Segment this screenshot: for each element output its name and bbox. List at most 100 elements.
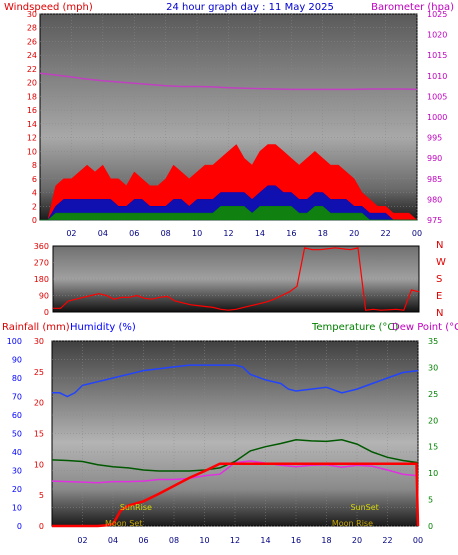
- temperature-tick-label: 15: [428, 443, 438, 452]
- barometer-tick-label: 995: [427, 134, 442, 143]
- hour-tick-label: 04: [98, 229, 108, 238]
- barometer-axis-label: Barometer (hpa): [371, 2, 454, 13]
- windspeed-tick-label: 2: [32, 202, 37, 211]
- hour-tick-label: 10: [199, 536, 209, 545]
- dewpoint-axis-label: Dew Point (°C): [392, 322, 458, 333]
- humidity-tick-label: 80: [12, 374, 22, 383]
- barometer-tick-label: 1025: [427, 10, 447, 19]
- windspeed-tick-label: 4: [32, 189, 37, 198]
- temperature-tick-label: 10: [428, 469, 438, 478]
- compass-label: N: [436, 240, 443, 251]
- windspeed-tick-label: 8: [32, 161, 37, 170]
- direction-tick-label: 180: [34, 275, 49, 284]
- hour-tick-label: 08: [161, 229, 171, 238]
- rainfall-axis-label: Rainfall (mm): [2, 322, 70, 333]
- hour-tick-label: 04: [108, 536, 118, 545]
- rainfall-tick-label: 25: [34, 368, 44, 377]
- hour-tick-label: 12: [230, 536, 240, 545]
- barometer-tick-label: 1010: [427, 72, 447, 81]
- graph-title: 24 hour graph day : 11 May 2025: [166, 2, 334, 13]
- hour-tick-label: 18: [321, 536, 331, 545]
- barometer-tick-label: 985: [427, 175, 442, 184]
- hour-tick-label: 16: [291, 536, 301, 545]
- barometer-line: [39, 72, 418, 91]
- hour-tick-label: 18: [318, 229, 328, 238]
- hour-tick-label: 06: [129, 229, 139, 238]
- hour-tick-label: 08: [169, 536, 179, 545]
- humidity-tick-label: 30: [12, 467, 22, 476]
- rainfall-tick-label: 20: [34, 399, 44, 408]
- humidity-line: [52, 364, 419, 398]
- barometer-tick-label: 1015: [427, 51, 447, 60]
- windspeed-tick-label: 6: [32, 175, 37, 184]
- rainfall-tick-label: 30: [34, 337, 44, 346]
- temperature-axis-label: Temperature (°C): [311, 322, 398, 333]
- windspeed-tick-label: 16: [27, 106, 37, 115]
- humidity-axis-label: Humidity (%): [70, 322, 136, 333]
- humidity-tick-label: 10: [12, 504, 22, 513]
- windspeed-tick-label: 10: [27, 147, 37, 156]
- hour-tick-label: 20: [349, 229, 359, 238]
- rainfall-tick-label: 5: [39, 491, 44, 500]
- windspeed-tick-label: 0: [32, 216, 37, 225]
- hour-tick-label: 00: [412, 229, 422, 238]
- humidity-tick-label: 0: [17, 522, 22, 531]
- windspeed-axis-label: Windspeed (mph): [4, 2, 93, 13]
- humidity-tick-label: 50: [12, 430, 22, 439]
- windspeed-tick-label: 30: [27, 10, 37, 19]
- hour-tick-label: 20: [352, 536, 362, 545]
- rainfall-tick-label: 15: [34, 430, 44, 439]
- humidity-tick-label: 40: [12, 448, 22, 457]
- hour-tick-label: 02: [66, 229, 76, 238]
- barometer-tick-label: 990: [427, 154, 442, 163]
- hour-tick-label: 16: [286, 229, 296, 238]
- moonset-label: Moon Set: [105, 519, 142, 528]
- direction-tick-label: 360: [34, 242, 49, 251]
- barometer-tick-label: 1005: [427, 92, 447, 101]
- hour-tick-label: 06: [138, 536, 148, 545]
- compass-label: W: [436, 257, 446, 268]
- hour-tick-label: 00: [413, 536, 423, 545]
- windspeed-tick-label: 26: [27, 37, 37, 46]
- direction-tick-label: 90: [39, 292, 49, 301]
- moonrise-label: Moon Rise: [332, 519, 373, 528]
- temperature-line: [51, 439, 419, 472]
- humidity-tick-label: 70: [12, 393, 22, 402]
- wind-direction-line: [53, 247, 420, 311]
- temperature-tick-label: 5: [428, 496, 433, 505]
- barometer-tick-label: 1020: [427, 31, 447, 40]
- wind-low-area: [40, 206, 417, 221]
- windspeed-tick-label: 14: [27, 120, 37, 129]
- compass-label: N: [436, 308, 443, 319]
- sunrise-label: SunRise: [120, 503, 152, 512]
- hour-tick-label: 22: [380, 229, 390, 238]
- hour-tick-label: 22: [382, 536, 392, 545]
- rainfall-tick-label: 0: [39, 522, 44, 531]
- barometer-tick-label: 980: [427, 195, 442, 204]
- windspeed-tick-label: 28: [27, 24, 37, 33]
- direction-tick-label: 0: [44, 308, 49, 317]
- windspeed-tick-label: 18: [27, 92, 37, 101]
- compass-label: E: [436, 291, 442, 302]
- rainfall-tick-label: 10: [34, 460, 44, 469]
- humidity-tick-label: 90: [12, 356, 22, 365]
- temperature-tick-label: 25: [428, 390, 438, 399]
- barometer-tick-label: 975: [427, 216, 442, 225]
- windspeed-tick-label: 24: [27, 51, 37, 60]
- temperature-tick-label: 0: [428, 522, 433, 531]
- windspeed-tick-label: 20: [27, 79, 37, 88]
- hour-tick-label: 02: [77, 536, 87, 545]
- humidity-tick-label: 20: [12, 485, 22, 494]
- hour-tick-label: 10: [192, 229, 202, 238]
- hour-tick-label: 12: [223, 229, 233, 238]
- temperature-tick-label: 30: [428, 363, 438, 372]
- hour-tick-label: 14: [255, 229, 265, 238]
- humidity-tick-label: 100: [7, 337, 22, 346]
- windspeed-tick-label: 12: [27, 134, 37, 143]
- hour-tick-label: 14: [260, 536, 270, 545]
- rainfall-line: [52, 462, 420, 528]
- compass-label: S: [436, 274, 442, 285]
- temperature-tick-label: 35: [428, 337, 438, 346]
- temperature-tick-label: 20: [428, 416, 438, 425]
